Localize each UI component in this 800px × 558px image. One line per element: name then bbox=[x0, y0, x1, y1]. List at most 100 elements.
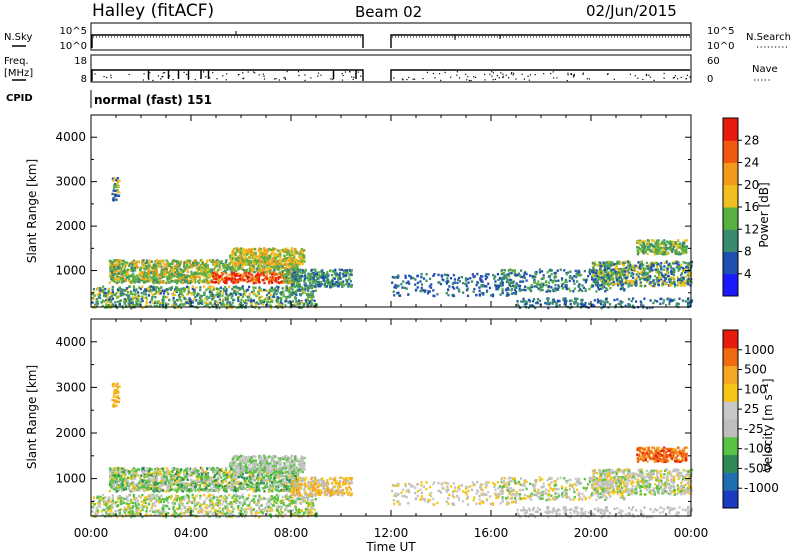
power-cell bbox=[306, 293, 308, 295]
power-cell bbox=[678, 266, 680, 268]
power-cell bbox=[469, 277, 471, 279]
power-cell bbox=[317, 278, 319, 280]
power-cell bbox=[295, 294, 297, 296]
power-cell bbox=[659, 277, 661, 279]
nave-point bbox=[143, 79, 144, 80]
power-cell bbox=[628, 272, 630, 274]
power-cell bbox=[298, 300, 300, 302]
nave-point bbox=[614, 79, 615, 80]
power-cell bbox=[660, 268, 662, 270]
power-cell bbox=[180, 291, 182, 293]
nsky-tick-bottom: 10^0 bbox=[60, 41, 87, 52]
power-cell bbox=[573, 302, 575, 304]
power-cell bbox=[500, 284, 502, 286]
power-cell bbox=[167, 303, 169, 305]
power-cell bbox=[163, 264, 165, 266]
power-cell bbox=[173, 290, 175, 292]
power-cell bbox=[616, 272, 618, 274]
power-cell bbox=[180, 261, 182, 263]
power-cell bbox=[245, 299, 247, 301]
nave-point bbox=[459, 77, 460, 78]
power-cell bbox=[322, 276, 324, 278]
power-cell bbox=[677, 261, 679, 263]
power-cell bbox=[232, 250, 234, 252]
power-cell bbox=[461, 276, 463, 278]
power-cell bbox=[220, 268, 222, 270]
power-cell bbox=[213, 263, 215, 265]
colorbar-tick-label: 8 bbox=[744, 245, 752, 259]
power-cell bbox=[124, 274, 126, 276]
power-cell bbox=[153, 271, 155, 273]
power-cell bbox=[531, 304, 533, 306]
power-cell bbox=[320, 281, 322, 283]
power-cell bbox=[479, 293, 481, 295]
power-cell bbox=[597, 301, 599, 303]
power-cell bbox=[284, 269, 286, 271]
power-cell bbox=[184, 267, 186, 269]
power-cell bbox=[566, 273, 568, 275]
power-cell bbox=[244, 249, 246, 251]
power-cell bbox=[683, 242, 685, 244]
freq-label: Freq. bbox=[4, 56, 29, 67]
power-cell bbox=[541, 289, 543, 291]
power-cell bbox=[152, 294, 154, 296]
power-cell bbox=[342, 275, 344, 277]
power-cell bbox=[454, 281, 456, 283]
power-cell bbox=[115, 292, 117, 294]
power-cell bbox=[327, 275, 329, 277]
power-cell bbox=[266, 270, 268, 272]
nave-point bbox=[497, 75, 498, 76]
nave-point bbox=[653, 80, 654, 81]
power-cell bbox=[286, 280, 288, 282]
power-cell bbox=[228, 285, 230, 287]
nave-point bbox=[216, 78, 217, 79]
nave-point bbox=[152, 80, 153, 81]
power-cell bbox=[313, 285, 315, 287]
power-cell bbox=[263, 289, 265, 291]
power-cell bbox=[506, 279, 508, 281]
power-cell bbox=[133, 285, 135, 287]
power-cell bbox=[120, 277, 122, 279]
power-cell bbox=[640, 300, 642, 302]
power-cell bbox=[657, 242, 659, 244]
power-cell bbox=[649, 243, 651, 245]
nave-point bbox=[550, 73, 551, 74]
power-cell bbox=[93, 288, 95, 290]
nave-point bbox=[689, 76, 690, 77]
power-cell bbox=[583, 278, 585, 280]
power-cell bbox=[247, 277, 249, 279]
power-cell bbox=[636, 283, 638, 285]
power-cell bbox=[475, 294, 477, 296]
power-cell bbox=[248, 295, 250, 297]
power-cell bbox=[318, 276, 320, 278]
power-cell bbox=[118, 280, 120, 282]
nave-point bbox=[310, 77, 311, 78]
power-cell bbox=[242, 296, 244, 298]
power-cell bbox=[462, 291, 464, 293]
power-cell bbox=[683, 250, 685, 252]
power-cell bbox=[213, 297, 215, 299]
freq-spikes bbox=[149, 70, 357, 79]
power-cell bbox=[288, 271, 290, 273]
power-cell bbox=[598, 277, 600, 279]
nave-point bbox=[283, 77, 284, 78]
nave-point bbox=[673, 77, 674, 78]
power-cell bbox=[314, 279, 316, 281]
power-cell bbox=[168, 274, 170, 276]
power-cell bbox=[608, 264, 610, 266]
power-cell bbox=[607, 262, 609, 264]
power-cell bbox=[118, 267, 120, 269]
power-cell bbox=[173, 301, 175, 303]
nave-point bbox=[587, 78, 588, 79]
power-cell bbox=[649, 275, 651, 277]
power-cell bbox=[603, 304, 605, 306]
nave-point bbox=[686, 78, 687, 79]
power-cell bbox=[176, 282, 178, 284]
power-cell bbox=[224, 270, 226, 272]
power-cell bbox=[269, 278, 271, 280]
power-cell bbox=[501, 269, 503, 271]
power-cell bbox=[300, 251, 302, 253]
power-cell bbox=[531, 275, 533, 277]
power-cell bbox=[615, 283, 617, 285]
power-cell bbox=[246, 260, 248, 262]
